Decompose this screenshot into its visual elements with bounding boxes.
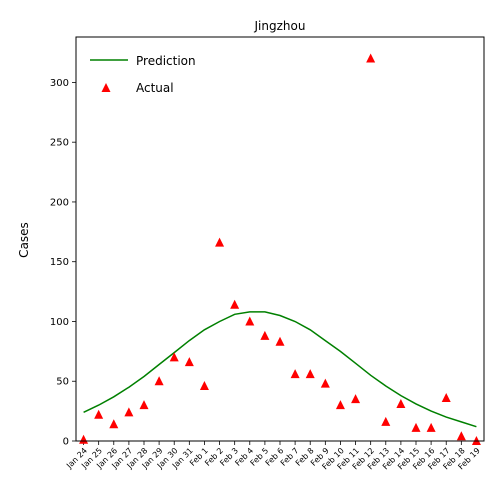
y-tick-label: 0 <box>63 437 69 448</box>
actual-point <box>124 407 133 416</box>
legend-prediction-label: Prediction <box>136 54 196 68</box>
y-axis-label: Cases <box>17 222 31 258</box>
actual-point <box>215 238 224 247</box>
actual-point <box>140 400 149 409</box>
actual-point <box>396 399 405 408</box>
actual-point <box>442 393 451 402</box>
actual-point <box>412 423 421 432</box>
actual-point <box>109 419 118 428</box>
actual-point <box>170 352 179 361</box>
y-tick-label: 50 <box>56 377 69 388</box>
actual-point <box>457 431 466 440</box>
y-tick-label: 100 <box>50 317 69 328</box>
legend: Prediction Actual <box>90 54 196 95</box>
y-tick-label: 250 <box>50 138 69 149</box>
prediction-line <box>84 312 477 427</box>
actual-point <box>366 54 375 63</box>
y-tick-label: 300 <box>50 78 69 89</box>
actual-point <box>336 400 345 409</box>
actual-point <box>260 331 269 340</box>
actual-point <box>185 357 194 366</box>
legend-actual-label: Actual <box>136 81 174 95</box>
actual-point <box>245 316 254 325</box>
legend-actual-marker <box>102 83 111 92</box>
actual-point <box>427 423 436 432</box>
actual-point <box>306 369 315 378</box>
y-tick-label: 200 <box>50 197 69 208</box>
chart-title: Jingzhou <box>254 19 306 33</box>
actual-point <box>351 394 360 403</box>
actual-point <box>155 376 164 385</box>
actual-point <box>230 300 239 309</box>
actual-point <box>94 410 103 419</box>
actual-point <box>79 435 88 444</box>
actual-point <box>321 379 330 388</box>
actual-point <box>200 381 209 390</box>
actual-point <box>276 337 285 346</box>
y-tick-label: 150 <box>50 257 69 268</box>
actual-point <box>381 417 390 426</box>
actual-point <box>291 369 300 378</box>
